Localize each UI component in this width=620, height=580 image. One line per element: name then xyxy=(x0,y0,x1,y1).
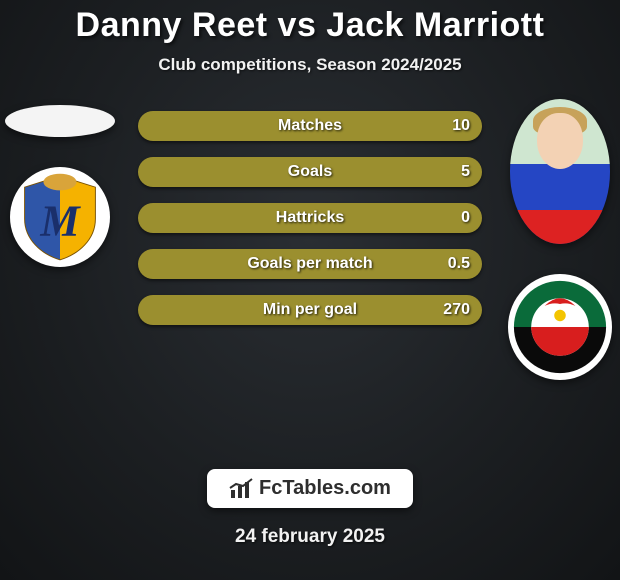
date-text: 24 february 2025 xyxy=(0,526,620,548)
stat-value-player2: 10 xyxy=(452,117,470,135)
stat-row: Goals 5 xyxy=(138,157,482,187)
wrexham-badge-icon xyxy=(512,279,608,375)
stat-label: Min per goal xyxy=(263,301,357,319)
mansfield-badge-icon: M xyxy=(14,171,106,263)
stat-value-player2: 0.5 xyxy=(448,255,470,273)
stat-label: Hattricks xyxy=(276,209,344,227)
stat-row: Goals per match 0.5 xyxy=(138,249,482,279)
stat-value-player2: 5 xyxy=(461,163,470,181)
player2-column xyxy=(500,99,620,380)
brand-chart-icon xyxy=(229,478,255,500)
player1-club-badge: M xyxy=(10,167,110,267)
stat-bars: Matches 10 Goals 5 Hattricks 0 Goals per match… xyxy=(138,111,482,341)
avatar-shirt-accent xyxy=(510,210,610,244)
player1-avatar-placeholder xyxy=(5,105,115,137)
stat-row: Min per goal 270 xyxy=(138,295,482,325)
comparison-area: M Matches10Go xyxy=(0,109,620,409)
player2-avatar xyxy=(510,99,610,244)
stat-value-player2: 270 xyxy=(443,301,470,319)
brand-box: FcTables.com xyxy=(207,469,413,508)
card: Danny Reet vs Jack Marriott Club competi… xyxy=(0,0,620,580)
player1-column: M xyxy=(0,99,120,267)
stat-value-player2: 0 xyxy=(461,209,470,227)
brand-text: FcTables.com xyxy=(259,477,391,500)
stat-row: Hattricks 0 xyxy=(138,203,482,233)
avatar-head xyxy=(537,113,583,169)
stat-label: Goals per match xyxy=(247,255,372,273)
stat-label: Matches xyxy=(278,117,342,135)
page-title: Danny Reet vs Jack Marriott xyxy=(0,6,620,45)
club1-letter: M xyxy=(39,196,81,245)
stat-label: Goals xyxy=(288,163,332,181)
subtitle: Club competitions, Season 2024/2025 xyxy=(0,55,620,75)
stat-row: Matches 10 xyxy=(138,111,482,141)
player2-club-badge xyxy=(508,274,612,380)
